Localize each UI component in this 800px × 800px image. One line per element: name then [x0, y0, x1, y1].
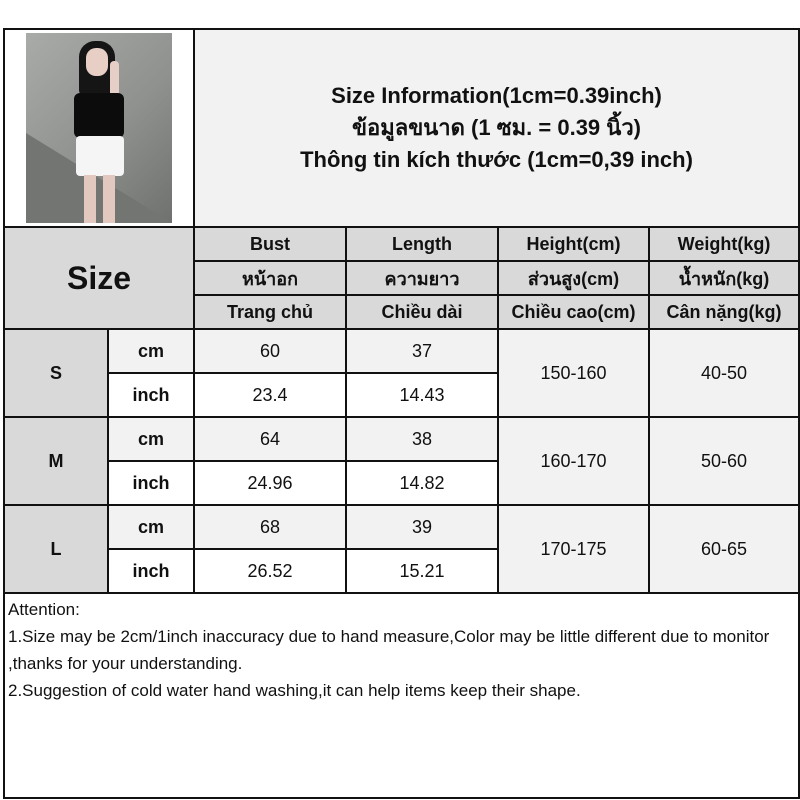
- table-row: L cm 68 39 170-175 60-65: [3, 504, 800, 594]
- col-weight-vi: Cân nặng(kg): [648, 294, 800, 330]
- col-height-en: Height(cm): [497, 226, 650, 262]
- col-bust-en: Bust: [193, 226, 347, 262]
- size-information-title: Size Information(1cm=0.39inch) ข้อมูลขนา…: [193, 28, 800, 228]
- unit-cm: cm: [107, 416, 195, 462]
- col-weight-en: Weight(kg): [648, 226, 800, 262]
- length-cm: 37: [345, 328, 499, 374]
- bust-cm: 68: [193, 504, 347, 550]
- note-item: 2.Suggestion of cold water hand washing,…: [8, 681, 581, 700]
- unit-inch: inch: [107, 460, 195, 506]
- title-vi: Thông tin kích thước (1cm=0,39 inch): [300, 147, 693, 172]
- length-inch: 14.43: [345, 372, 499, 418]
- size-chart-table: Size Information(1cm=0.39inch) ข้อมูลขนา…: [3, 28, 800, 799]
- title-th: ข้อมูลขนาด (1 ซม. = 0.39 นิ้ว): [351, 115, 641, 140]
- bust-cm: 64: [193, 416, 347, 462]
- length-cm: 38: [345, 416, 499, 462]
- col-length-th: ความยาว: [345, 260, 499, 296]
- size-label: M: [3, 416, 109, 506]
- length-inch: 14.82: [345, 460, 499, 506]
- height-range: 170-175: [497, 504, 650, 594]
- col-bust-th: หน้าอก: [193, 260, 347, 296]
- notes-heading: Attention:: [8, 600, 80, 619]
- size-label: S: [3, 328, 109, 418]
- product-photo-cell: [3, 28, 195, 228]
- note-item: 1.Size may be 2cm/1inch inaccuracy due t…: [8, 627, 770, 673]
- table-row: inch 24.96 14.82: [4, 460, 799, 506]
- table-row: inch 26.52 15.21: [4, 548, 799, 594]
- table-row: S cm 60 37 150-160 40-50: [3, 328, 800, 418]
- col-bust-vi: Trang chủ: [193, 294, 347, 330]
- weight-range: 50-60: [648, 416, 800, 506]
- unit-cm: cm: [107, 328, 195, 374]
- table-row: inch 23.4 14.43: [4, 372, 799, 418]
- product-photo: [26, 33, 172, 223]
- length-inch: 15.21: [345, 548, 499, 594]
- bust-inch: 24.96: [193, 460, 347, 506]
- unit-inch: inch: [107, 372, 195, 418]
- weight-range: 60-65: [648, 504, 800, 594]
- attention-notes: Attention: 1.Size may be 2cm/1inch inacc…: [3, 592, 800, 799]
- table-row: M cm 64 38 160-170 50-60: [3, 416, 800, 506]
- bust-inch: 23.4: [193, 372, 347, 418]
- col-length-vi: Chiều dài: [345, 294, 499, 330]
- bust-inch: 26.52: [193, 548, 347, 594]
- unit-cm: cm: [107, 504, 195, 550]
- height-range: 160-170: [497, 416, 650, 506]
- col-length-en: Length: [345, 226, 499, 262]
- unit-inch: inch: [107, 548, 195, 594]
- size-header: Size: [3, 226, 195, 330]
- title-en: Size Information(1cm=0.39inch): [331, 83, 662, 108]
- weight-range: 40-50: [648, 328, 800, 418]
- height-range: 150-160: [497, 328, 650, 418]
- bust-cm: 60: [193, 328, 347, 374]
- col-height-th: ส่วนสูง(cm): [497, 260, 650, 296]
- size-label: L: [3, 504, 109, 594]
- col-height-vi: Chiều cao(cm): [497, 294, 650, 330]
- col-weight-th: น้ำหนัก(kg): [648, 260, 800, 296]
- length-cm: 39: [345, 504, 499, 550]
